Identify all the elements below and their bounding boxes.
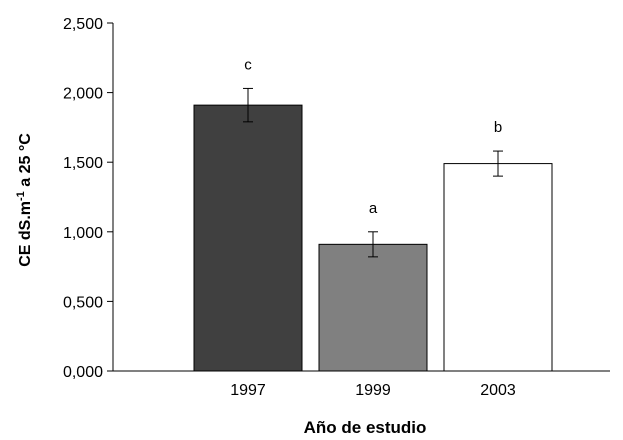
x-tick-label: 1997 [230,382,266,399]
y-axis: 0,000 0,500 1,000 1,500 2,000 2,500 [63,16,114,381]
x-tick-label: 2003 [480,382,516,399]
x-axis-title: Año de estudio [304,418,427,437]
x-tick-label: 1999 [355,382,391,399]
significance-label-2003: b [494,119,502,136]
y-tick-label: 0,500 [63,294,103,311]
x-axis: 1997 1999 2003 [113,370,610,399]
significance-label-1997: c [244,56,252,73]
y-tick-label: 2,000 [63,86,103,103]
y-tick-label: 1,500 [63,155,103,172]
y-tick-label: 2,500 [63,16,103,33]
bar-1997 [193,104,303,372]
bars: c a b [193,56,553,372]
y-tick-label: 1,000 [63,225,103,242]
significance-label-1999: a [369,200,378,217]
bar-2003 [443,163,553,372]
y-axis-title-rest: a 25 °C [17,133,34,191]
bar-1999 [318,243,428,372]
y-axis-title: CE dS.m-1 a 25 °C [15,133,34,267]
y-tick-label: 0,000 [63,364,103,381]
y-axis-title-superscript: -1 [15,191,27,201]
y-axis-title-main: CE dS.m [17,201,34,267]
